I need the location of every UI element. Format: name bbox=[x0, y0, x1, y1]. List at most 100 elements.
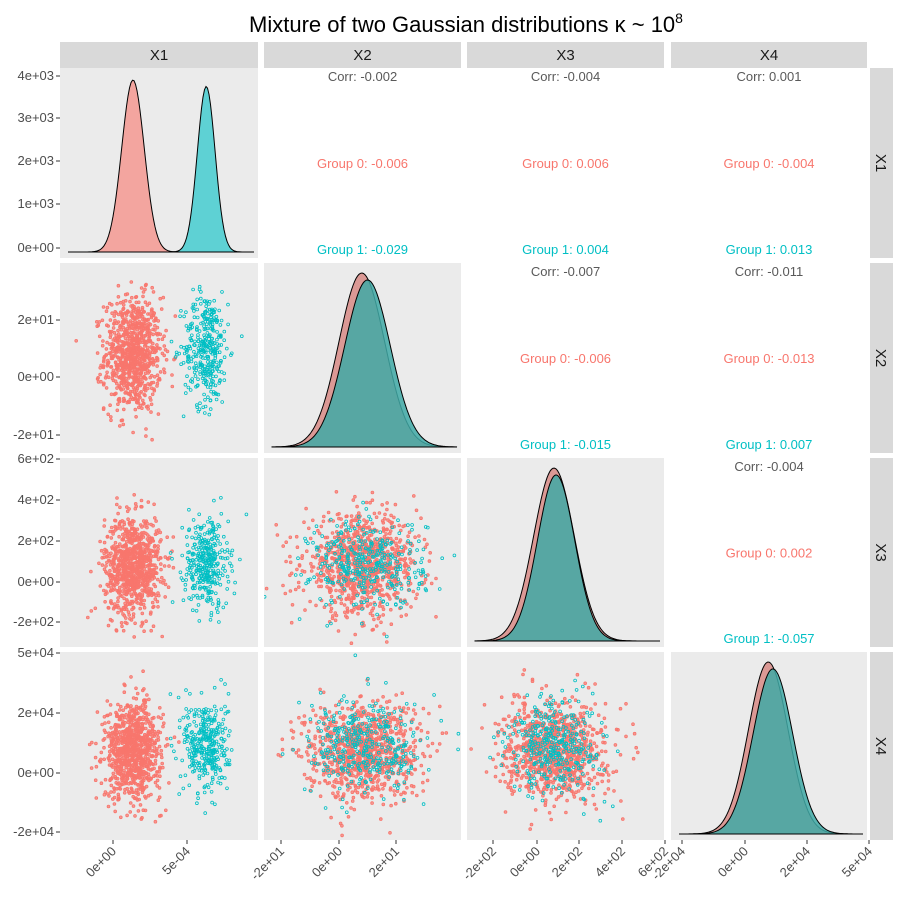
point-group-1 bbox=[344, 519, 349, 524]
point-group-0 bbox=[122, 731, 127, 736]
point-group-0 bbox=[155, 599, 160, 604]
point-group-0 bbox=[116, 782, 120, 786]
point-group-1 bbox=[374, 575, 379, 579]
point-group-0 bbox=[111, 343, 115, 347]
point-group-0 bbox=[103, 777, 108, 782]
point-group-1 bbox=[210, 378, 214, 383]
point-group-1 bbox=[184, 324, 189, 328]
point-group-0 bbox=[127, 613, 131, 617]
point-group-0 bbox=[109, 333, 113, 337]
point-group-0 bbox=[121, 320, 126, 325]
point-group-1 bbox=[348, 545, 353, 549]
point-group-1 bbox=[382, 552, 387, 557]
point-group-1 bbox=[209, 520, 213, 525]
point-group-1 bbox=[200, 595, 205, 599]
point-group-1 bbox=[199, 690, 204, 695]
point-group-0 bbox=[165, 349, 170, 354]
point-group-1 bbox=[369, 543, 374, 548]
point-group-1 bbox=[225, 587, 230, 591]
point-group-1 bbox=[198, 401, 202, 406]
point-group-0 bbox=[144, 749, 149, 753]
point-group-0 bbox=[131, 718, 136, 722]
point-group-1 bbox=[386, 570, 391, 574]
corr-overall: Corr: -0.002 bbox=[328, 69, 397, 84]
point-group-0 bbox=[105, 699, 110, 703]
point-group-0 bbox=[146, 756, 150, 761]
point-group-0 bbox=[370, 490, 375, 495]
point-group-1 bbox=[210, 322, 215, 327]
point-group-0 bbox=[120, 624, 124, 629]
point-group-0 bbox=[127, 762, 131, 767]
point-group-1 bbox=[372, 591, 376, 596]
point-group-1 bbox=[216, 392, 221, 397]
point-group-0 bbox=[284, 540, 289, 544]
point-group-0 bbox=[112, 314, 116, 318]
point-group-0 bbox=[369, 595, 374, 600]
point-group-1 bbox=[399, 605, 403, 610]
point-group-1 bbox=[208, 333, 212, 337]
point-group-0 bbox=[136, 572, 141, 576]
point-group-1 bbox=[190, 306, 195, 310]
point-group-1 bbox=[346, 566, 351, 571]
point-group-0 bbox=[139, 498, 144, 503]
point-group-1 bbox=[200, 540, 205, 545]
point-group-1 bbox=[199, 741, 203, 745]
point-group-1 bbox=[385, 563, 389, 567]
point-group-0 bbox=[142, 353, 147, 358]
point-group-1 bbox=[372, 578, 377, 583]
point-group-1 bbox=[383, 567, 387, 572]
point-group-1 bbox=[339, 582, 344, 587]
density-group-1 bbox=[475, 474, 660, 642]
point-group-1 bbox=[210, 602, 215, 606]
point-group-0 bbox=[94, 741, 98, 746]
point-group-0 bbox=[150, 727, 155, 732]
point-group-0 bbox=[374, 624, 379, 628]
point-group-1 bbox=[382, 569, 387, 574]
point-group-1 bbox=[375, 537, 379, 541]
point-group-1 bbox=[381, 599, 386, 603]
point-group-0 bbox=[159, 562, 163, 566]
point-group-1 bbox=[206, 574, 211, 579]
point-group-0 bbox=[148, 382, 153, 386]
point-group-0 bbox=[172, 357, 176, 362]
point-group-0 bbox=[377, 604, 382, 608]
point-group-1 bbox=[192, 309, 196, 313]
point-group-0 bbox=[321, 519, 326, 524]
point-group-0 bbox=[136, 809, 141, 813]
point-group-0 bbox=[429, 581, 434, 586]
point-group-1 bbox=[208, 554, 212, 559]
point-group-0 bbox=[351, 595, 356, 599]
point-group-0 bbox=[158, 579, 163, 584]
point-group-0 bbox=[144, 752, 149, 757]
point-group-0 bbox=[405, 602, 409, 606]
point-group-0 bbox=[394, 541, 398, 546]
point-group-0 bbox=[151, 290, 156, 294]
point-group-1 bbox=[213, 581, 218, 586]
point-group-0 bbox=[118, 346, 122, 351]
point-group-0 bbox=[138, 803, 143, 807]
point-group-1 bbox=[220, 748, 224, 753]
point-group-1 bbox=[196, 377, 200, 382]
point-group-0 bbox=[106, 606, 111, 610]
point-group-0 bbox=[382, 516, 387, 521]
point-group-0 bbox=[115, 723, 120, 727]
point-group-0 bbox=[135, 743, 140, 748]
point-group-1 bbox=[184, 391, 188, 395]
point-group-0 bbox=[97, 561, 101, 566]
point-group-0 bbox=[153, 758, 158, 763]
point-group-0 bbox=[123, 744, 127, 749]
point-group-1 bbox=[344, 528, 348, 532]
point-group-0 bbox=[350, 553, 355, 558]
point-group-0 bbox=[124, 712, 128, 717]
point-group-0 bbox=[371, 606, 376, 610]
point-group-0 bbox=[151, 310, 155, 315]
point-group-0 bbox=[131, 306, 135, 311]
point-group-1 bbox=[373, 602, 377, 607]
point-group-0 bbox=[140, 776, 145, 780]
point-group-0 bbox=[112, 322, 116, 326]
point-group-0 bbox=[142, 555, 147, 559]
point-group-0 bbox=[108, 572, 113, 577]
point-group-0 bbox=[316, 528, 320, 533]
point-group-1 bbox=[202, 559, 206, 564]
point-group-0 bbox=[120, 589, 125, 593]
